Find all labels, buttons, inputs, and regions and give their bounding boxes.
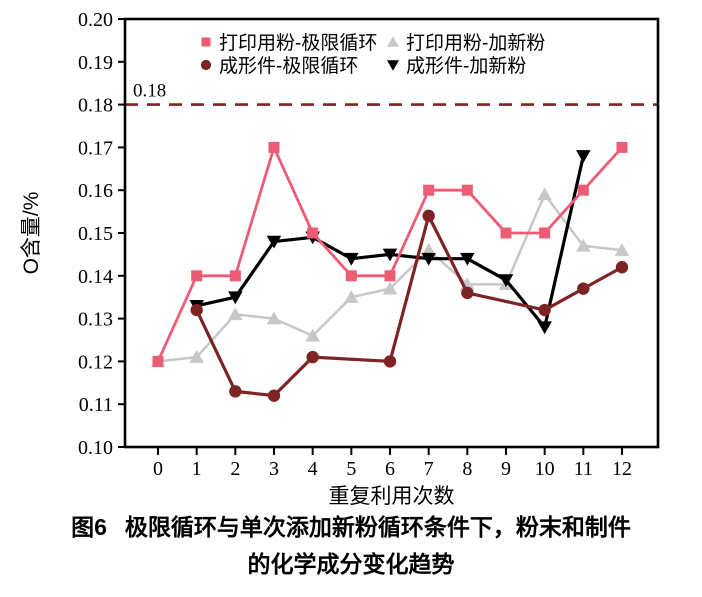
y-axis-label: O含量/% <box>20 192 43 275</box>
legend-marker-triangle-up-icon <box>387 36 399 47</box>
x-axis-tick-label: 6 <box>385 458 395 480</box>
series-marker-print-powder-limit-cycle <box>616 141 628 153</box>
series-marker-print-powder-limit-cycle <box>345 270 357 282</box>
series-marker-print-powder-limit-cycle <box>461 184 473 196</box>
series-marker-part-limit-cycle <box>538 303 551 317</box>
line-chart: 0 1 2 3 4 5 6 7 8 9 10 11 120.100.110.120.130.140.15… <box>20 9 660 505</box>
legend-label-part-add-new: 成形件-加新粉 <box>406 55 526 77</box>
caption-text-line-1: 极限循环与单次添加新粉循环条件下，粉末和制件 <box>124 514 631 540</box>
series-marker-print-powder-limit-cycle <box>229 270 241 282</box>
series-marker-part-limit-cycle <box>383 355 397 368</box>
series-marker-part-limit-cycle <box>306 350 319 364</box>
series-marker-part-add-new <box>460 252 475 266</box>
series-marker-print-powder-limit-cycle <box>268 141 280 153</box>
x-axis-tick-label: 10 <box>535 458 555 480</box>
y-axis-tick-label: 0.18 <box>78 95 113 117</box>
series-marker-print-powder-add-new <box>614 243 630 256</box>
series-marker-print-powder-add-new <box>421 243 436 256</box>
y-axis-tick-label: 0.14 <box>78 266 113 288</box>
x-axis-tick-label: 3 <box>269 458 279 480</box>
y-axis-tick-label: 0.16 <box>78 180 113 202</box>
series-marker-part-limit-cycle <box>461 286 474 300</box>
series-marker-part-add-new <box>228 291 243 305</box>
y-axis-tick-label: 0.13 <box>78 309 113 331</box>
series-marker-part-add-new <box>498 274 514 288</box>
y-axis-tick-label: 0.11 <box>79 394 113 416</box>
legend-marker-square-icon <box>201 37 211 47</box>
series-marker-part-limit-cycle <box>422 209 435 223</box>
series-marker-part-add-new <box>382 248 398 262</box>
series-marker-print-powder-add-new <box>382 281 398 295</box>
series-marker-print-powder-limit-cycle <box>423 184 435 196</box>
series-marker-part-add-new <box>266 235 282 249</box>
y-axis-tick-label: 0.15 <box>78 223 113 245</box>
x-axis-tick-label: 1 <box>192 458 202 480</box>
plot-frame <box>123 17 660 449</box>
series-marker-part-add-new <box>537 321 552 335</box>
series-marker-print-powder-add-new <box>189 350 204 363</box>
x-axis-label: 重复利用次数 <box>329 485 455 505</box>
series-marker-print-powder-limit-cycle <box>384 270 396 282</box>
x-axis-tick-label: 5 <box>346 458 356 480</box>
x-axis-tick-label: 12 <box>612 458 632 480</box>
series-marker-part-limit-cycle <box>615 261 629 274</box>
series-marker-part-limit-cycle <box>577 282 590 295</box>
series-marker-print-powder-add-new <box>305 328 320 342</box>
x-axis-tick-label: 11 <box>574 458 593 480</box>
series-marker-part-add-new <box>576 150 591 163</box>
legend-marker-circle-icon <box>200 59 212 71</box>
y-axis-tick-label: 0.12 <box>78 351 113 373</box>
y-axis-tick-label: 0.10 <box>78 437 113 459</box>
x-axis-tick-label: 0 <box>153 458 163 480</box>
threshold-label: 0.18 <box>133 81 166 102</box>
series-marker-part-add-new <box>344 252 359 266</box>
series-marker-print-powder-add-new <box>537 187 552 201</box>
series-marker-part-limit-cycle <box>267 389 281 402</box>
x-axis-tick-label: 2 <box>230 458 240 480</box>
x-axis-tick-label: 8 <box>462 458 472 480</box>
series-marker-print-powder-add-new <box>344 290 359 303</box>
series-marker-print-powder-limit-cycle <box>191 270 203 282</box>
figure-caption: 图6 极限循环与单次添加新粉循环条件下，粉末和制件 的化学成分变化趋势 <box>0 509 702 583</box>
series-marker-print-powder-limit-cycle <box>577 184 589 196</box>
series-marker-print-powder-limit-cycle <box>539 227 551 239</box>
caption-line-1: 图6 极限循环与单次添加新粉循环条件下，粉末和制件 <box>0 509 702 546</box>
series-marker-part-limit-cycle <box>190 303 203 317</box>
series-marker-print-powder-add-new <box>576 238 591 252</box>
series-marker-part-add-new <box>421 252 436 266</box>
legend-label-print-powder-limit-cycle: 打印用粉-极限循环 <box>219 32 377 54</box>
caption-line-2: 的化学成分变化趋势 <box>247 551 455 577</box>
series-marker-part-limit-cycle <box>229 385 242 398</box>
x-axis-tick-label: 4 <box>308 458 318 480</box>
x-axis-tick-label: 9 <box>501 458 511 480</box>
series-marker-print-powder-limit-cycle <box>307 227 319 239</box>
series-marker-print-powder-limit-cycle <box>500 227 512 239</box>
y-axis-tick-label: 0.19 <box>78 52 113 74</box>
legend-marker-triangle-down-icon <box>387 60 399 71</box>
legend-label-part-limit-cycle: 成形件-极限循环 <box>219 55 358 77</box>
series-line-part-limit-cycle <box>195 214 623 398</box>
y-axis-tick-label: 0.20 <box>78 9 113 31</box>
x-axis-tick-label: 7 <box>424 458 434 480</box>
series-marker-print-powder-add-new <box>266 311 282 325</box>
legend-label-print-powder-add-new: 打印用粉-加新粉 <box>406 32 545 54</box>
series-marker-print-powder-add-new <box>228 307 243 321</box>
figure-number: 图6 <box>71 514 107 540</box>
y-axis-tick-label: 0.17 <box>78 137 113 159</box>
series-marker-print-powder-limit-cycle <box>152 355 164 367</box>
